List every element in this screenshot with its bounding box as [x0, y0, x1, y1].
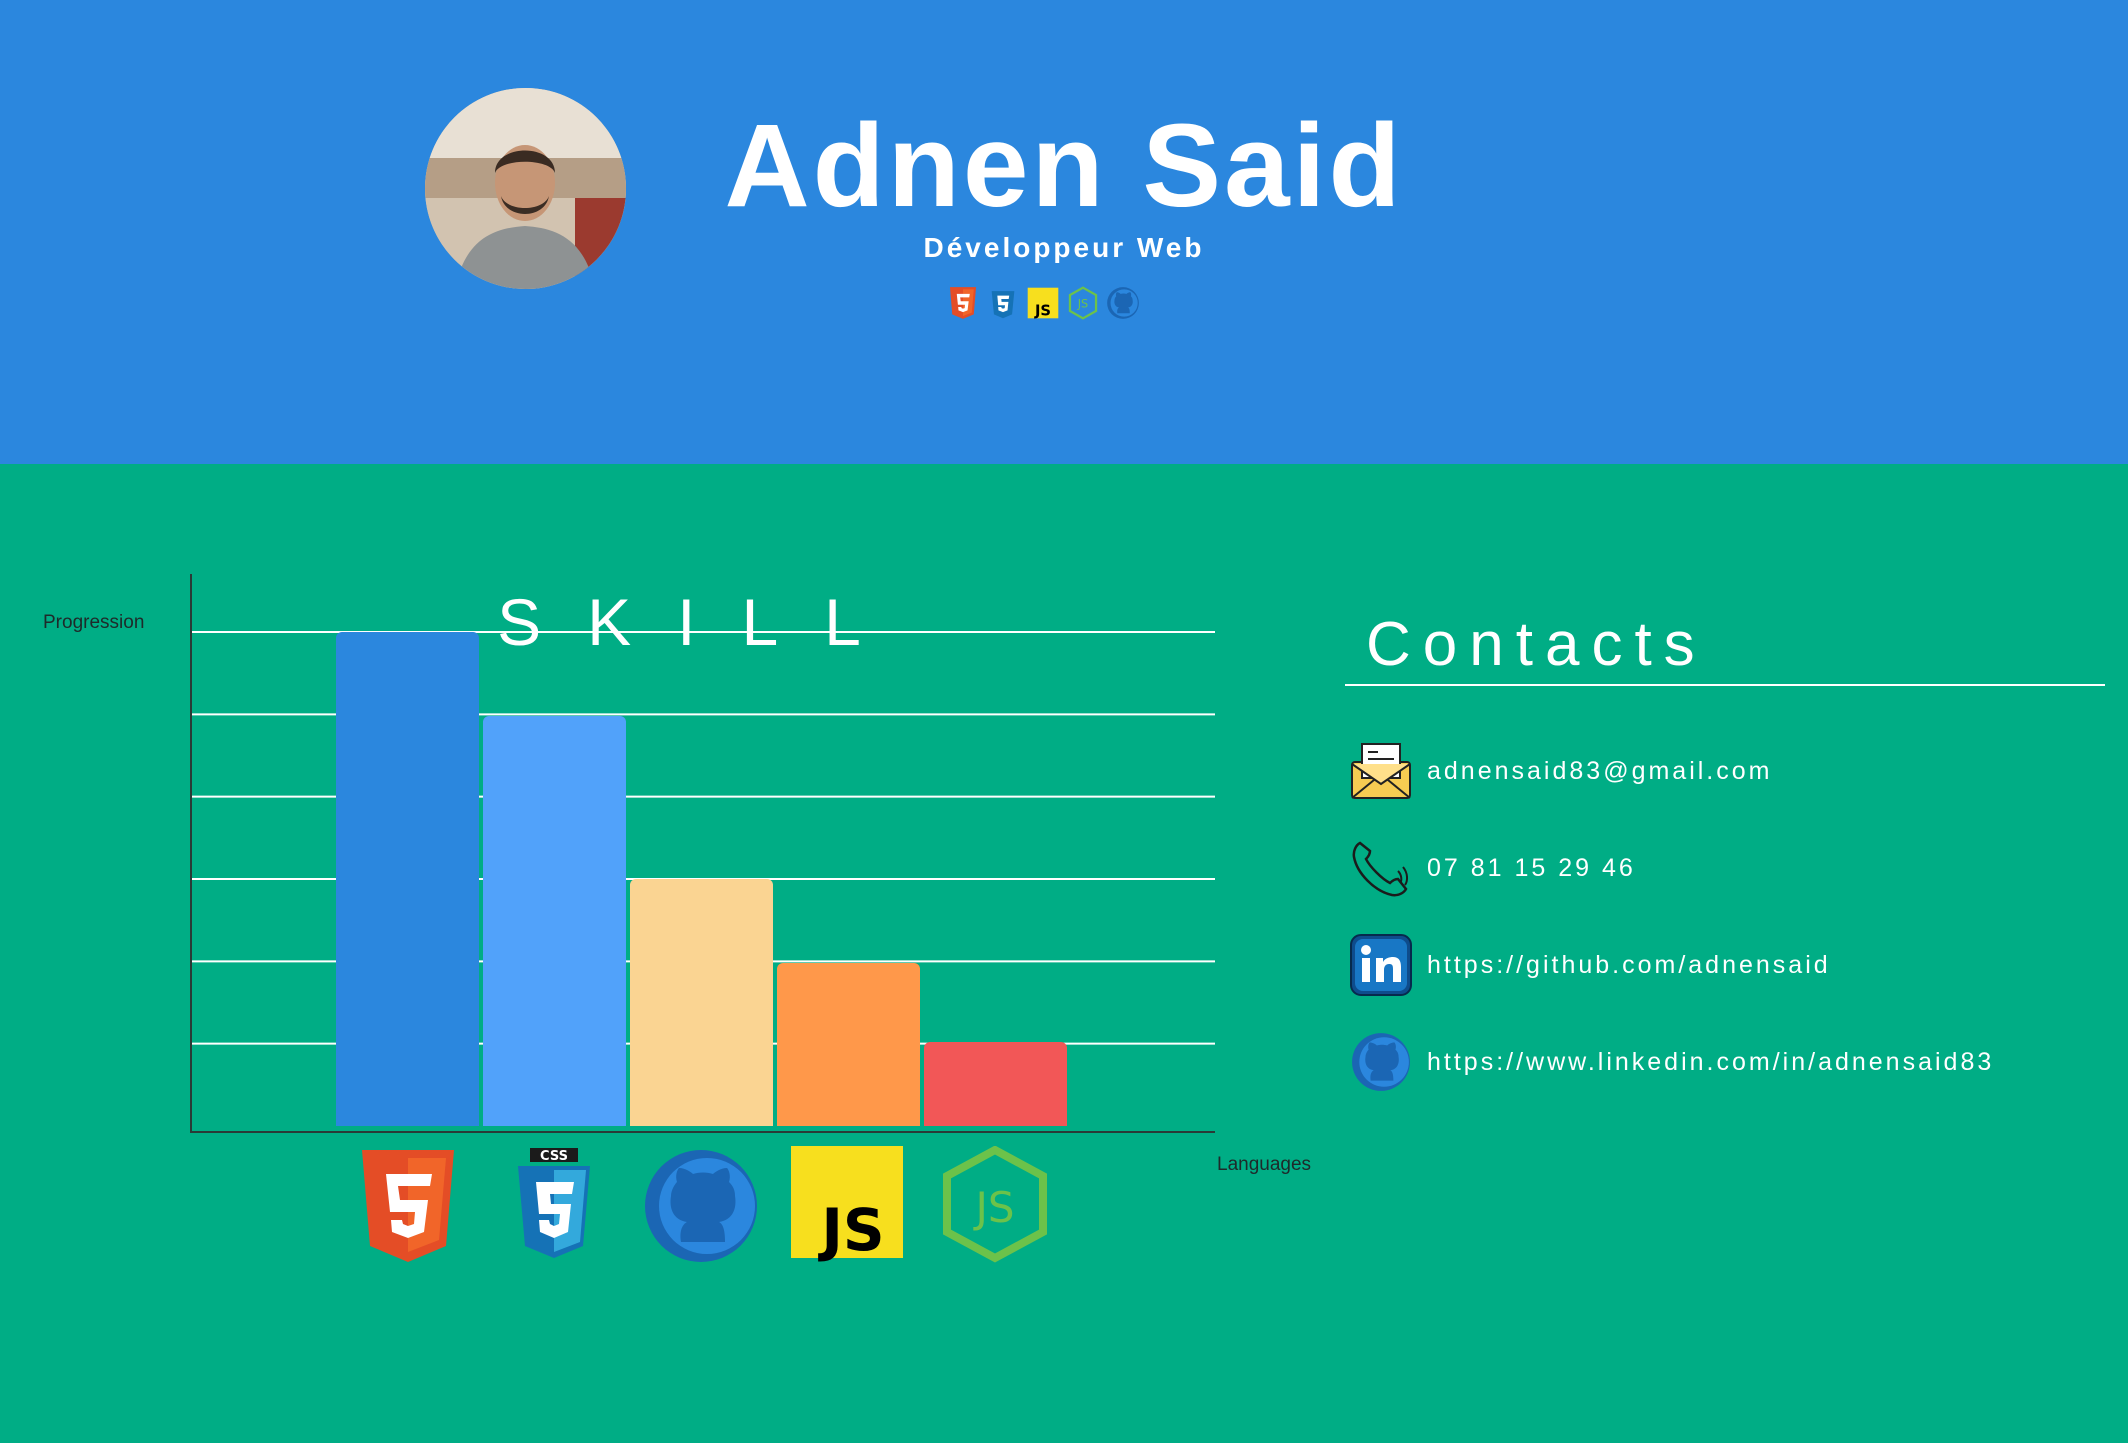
nodejs-icon: JS — [935, 1145, 1055, 1266]
github-icon — [1106, 286, 1140, 320]
contacts-title: Contacts — [1366, 610, 1707, 679]
contact-github[interactable]: https://github.com/adnensaid — [1350, 934, 1831, 996]
bar-base — [630, 1118, 773, 1126]
bar-html5 — [336, 632, 479, 1126]
job-title: Développeur Web — [923, 232, 1205, 263]
bar-css3 — [483, 715, 626, 1126]
tech-icons-row: JS JS — [946, 284, 1146, 322]
github-icon — [641, 1146, 761, 1266]
css3-icon — [986, 286, 1020, 320]
contact-email-text: adnensaid83@gmail.com — [1427, 756, 1773, 785]
html5-icon — [348, 1146, 468, 1266]
bar-base — [777, 1118, 920, 1126]
svg-text:JS: JS — [1034, 302, 1051, 319]
bar-node-js — [924, 1042, 1067, 1126]
bar-javascript — [777, 962, 920, 1126]
header-banner: Adnen Said Développeur Web JS JS — [0, 0, 2128, 464]
language-icons-row: CSS JS JS — [190, 1145, 1215, 1266]
y-axis-label: Progression — [43, 612, 145, 633]
svg-text:JS: JS — [817, 1196, 884, 1264]
javascript-icon: JS — [787, 1146, 907, 1266]
envelope-icon — [1350, 740, 1412, 802]
github-icon — [1350, 1031, 1412, 1093]
phone-icon — [1350, 837, 1412, 899]
svg-text:JS: JS — [972, 1183, 1014, 1232]
javascript-icon: JS — [1026, 286, 1060, 320]
linkedin-icon — [1350, 934, 1412, 996]
contact-github-link[interactable]: https://github.com/adnensaid — [1427, 950, 1831, 979]
bar-base — [483, 1118, 626, 1126]
skill-chart — [190, 574, 1215, 1133]
main-section: Progression SKILL Languages CSS JS JS Co… — [0, 464, 2128, 1443]
css3-icon: CSS — [494, 1146, 614, 1266]
contact-linkedin[interactable]: https://www.linkedin.com/in/adnensaid83 — [1350, 1031, 1994, 1093]
bar-base — [924, 1118, 1067, 1126]
skill-chart-title: SKILL — [497, 585, 907, 659]
bar-base — [336, 1118, 479, 1126]
svg-text:CSS: CSS — [540, 1149, 568, 1164]
x-axis-label: Languages — [1217, 1154, 1312, 1175]
bar-github — [630, 879, 773, 1126]
contact-phone[interactable]: 07 81 15 29 46 — [1350, 837, 1636, 899]
contact-linkedin-link[interactable]: https://www.linkedin.com/in/adnensaid83 — [1427, 1047, 1995, 1076]
contacts-divider — [1345, 684, 2105, 686]
contact-email[interactable]: adnensaid83@gmail.com — [1350, 740, 1772, 802]
contact-phone-text: 07 81 15 29 46 — [1427, 853, 1636, 882]
page-title: Adnen Said — [724, 100, 1404, 232]
nodejs-icon: JS — [1066, 286, 1100, 320]
html5-icon — [946, 286, 980, 320]
svg-text:JS: JS — [1077, 297, 1089, 311]
